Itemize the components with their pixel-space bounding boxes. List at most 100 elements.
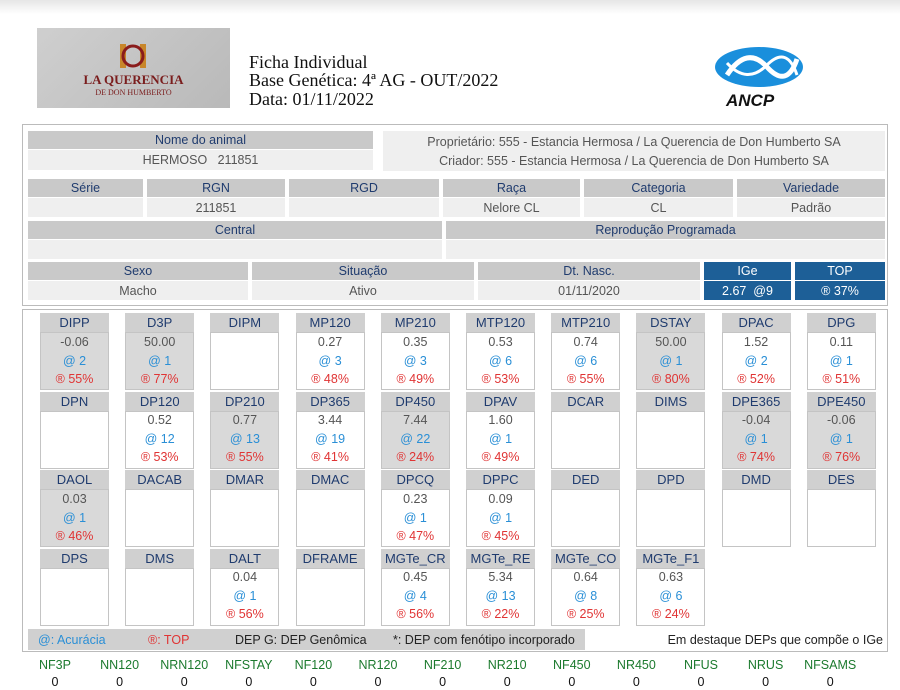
- field-value: [446, 240, 885, 259]
- dep-value: 50.00: [144, 334, 176, 349]
- dep-top: ® 80%: [652, 371, 690, 386]
- dep-acc: @ 12: [144, 432, 175, 446]
- dep-acc: @ 1: [233, 589, 257, 603]
- logo-line: LA QUERENCIA: [83, 71, 184, 87]
- count-value: 0: [374, 675, 382, 689]
- dep-value: 0.53: [488, 334, 513, 349]
- dep-cell: [125, 567, 195, 626]
- dep-cell: [125, 410, 195, 469]
- dep-name: DIPP: [40, 313, 109, 332]
- dep-value: 0.04: [232, 570, 258, 584]
- dep-top: [296, 605, 365, 624]
- date: Data: 01/11/2022: [249, 89, 374, 109]
- dep-top: ® 55%: [226, 450, 264, 464]
- dep-acc: [210, 351, 279, 370]
- dep-cell: [295, 332, 365, 390]
- dep-value: [40, 411, 109, 430]
- dep-name: DPS: [40, 548, 109, 568]
- dep-value: 0.09: [488, 491, 513, 506]
- dep-cell: [380, 410, 450, 469]
- dep-top: [125, 526, 194, 545]
- count-name: NFSTAY: [225, 658, 273, 672]
- owner-panel: [383, 131, 885, 171]
- dep-name: DSTAY: [636, 313, 706, 332]
- dep-value: [125, 489, 194, 508]
- dep-value: 0.64: [573, 570, 598, 584]
- dep-value: [551, 489, 620, 508]
- dep-acc: [210, 508, 279, 527]
- dep-cell: [806, 489, 876, 547]
- dep-top: [722, 526, 791, 545]
- dep-acc: @ 2: [744, 353, 768, 368]
- dep-value: [636, 489, 705, 508]
- dep-name: DMD: [721, 470, 791, 489]
- count-value: 0: [632, 675, 640, 689]
- dep-value: [125, 568, 194, 587]
- count-value: 0: [439, 675, 447, 689]
- count-value: 0: [568, 675, 576, 689]
- dep-cell: [380, 489, 450, 547]
- dep-top: [807, 526, 876, 545]
- dep-name: DP210: [210, 391, 280, 411]
- dep-acc: @ 19: [315, 432, 346, 446]
- dep-cell: [551, 489, 621, 547]
- dep-value: -0.04: [741, 413, 771, 427]
- dep-name: DAOL: [40, 470, 109, 489]
- legend-acc: @: Acurácia: [38, 632, 106, 647]
- dep-name: DPAV: [466, 391, 535, 411]
- dep-acc: @ 1: [488, 432, 513, 446]
- dep-cell: [466, 489, 535, 547]
- field-value: Nelore CL: [443, 198, 580, 217]
- dep-top: [210, 526, 279, 545]
- dep-top: [40, 448, 109, 467]
- dep-value: 1.52: [743, 334, 769, 349]
- dep-acc: [125, 508, 194, 527]
- count-value: 0: [697, 675, 705, 689]
- dep-name: DPE450: [806, 391, 876, 411]
- dep-value: 0.77: [232, 413, 258, 427]
- title: Ficha Individual: [249, 52, 368, 72]
- dep-acc: @ 1: [829, 432, 853, 446]
- dep-top: ® 49%: [396, 371, 435, 386]
- logo-line: DE DON HUMBERTO: [95, 87, 172, 97]
- dep-name: DPAC: [721, 313, 791, 332]
- dep-name: DIMS: [636, 391, 706, 411]
- dep-value: 0.63: [658, 570, 684, 584]
- dep-acc: @ 1: [744, 432, 768, 446]
- field-value: Macho: [28, 281, 248, 300]
- dep-acc: @ 1: [659, 353, 683, 368]
- field-value: Ativo: [252, 281, 474, 300]
- dep-name: DACAB: [125, 470, 195, 489]
- breeder: Criador: 555 - Estancia Hermosa / La Que…: [439, 153, 829, 168]
- dep-cell: [295, 567, 365, 626]
- ancp-logo: [715, 47, 803, 87]
- dep-cell: [721, 489, 791, 547]
- legend-depg: DEP G: DEP Genômica: [235, 632, 367, 647]
- dep-acc: @ 1: [403, 510, 427, 525]
- dep-top: [125, 605, 194, 624]
- dep-value: -0.06: [60, 334, 89, 349]
- count-value: 0: [309, 675, 317, 689]
- count-value: 0: [180, 675, 188, 689]
- count-value: 0: [762, 675, 770, 689]
- dep-value: [551, 411, 620, 430]
- dep-cell: [295, 489, 365, 547]
- dep-top: ® 52%: [737, 371, 775, 386]
- dep-value: 50.00: [655, 334, 687, 349]
- legend-note: Em destaque DEPs que compõe o IGe: [667, 632, 883, 647]
- count-name: NR450: [616, 658, 656, 672]
- dep-top: ® 76%: [822, 450, 861, 464]
- count-name: NFUS: [683, 658, 719, 672]
- dep-name: DPCQ: [380, 470, 450, 489]
- dep-name: DP365: [295, 391, 365, 411]
- dep-acc: @ 4: [403, 589, 427, 603]
- field-label: Categoria: [584, 179, 733, 197]
- ancp-text: ANCP: [726, 91, 775, 110]
- dep-cell: [40, 332, 109, 390]
- dep-name: MTP210: [551, 313, 621, 332]
- dep-acc: [636, 430, 705, 449]
- count-name: NN120: [100, 658, 140, 672]
- dep-value: [807, 489, 876, 508]
- dep-name: MGTe_RE: [466, 548, 535, 568]
- dep-name: MTP120: [466, 313, 535, 332]
